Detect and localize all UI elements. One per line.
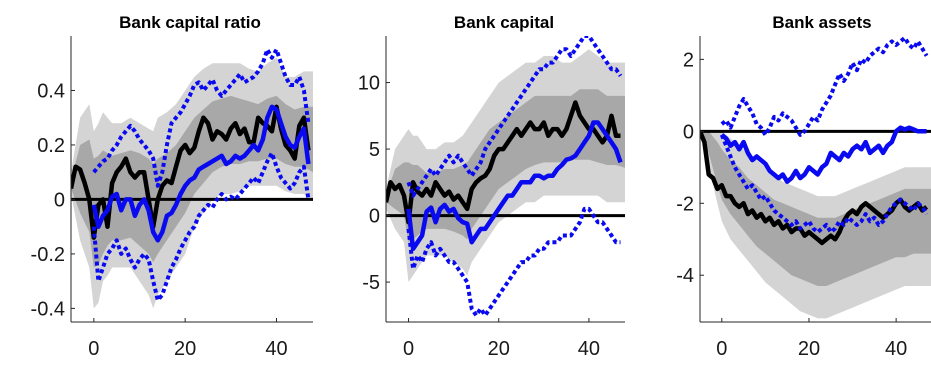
y-tick-label: 2: [683, 49, 694, 71]
y-tick-label: -0.2: [31, 244, 65, 266]
plot-area: [700, 36, 931, 319]
x-tick-label: 40: [265, 338, 287, 360]
series-line-blue-solid-1: [91, 104, 311, 243]
y-tick-label: 5: [369, 139, 380, 161]
x-tick-label: 0: [403, 338, 414, 360]
panel-bank-capital: Bank capital 10 5 0 -5 0 20 40: [358, 13, 625, 360]
panel-bank-capital-ratio: Bank capital ratio 0.4 0.2 0 -0.2 -0.4 0 20 40: [31, 13, 313, 360]
y-tick-label: -4: [676, 265, 694, 287]
series-line-blue-dotted-2: [720, 36, 929, 137]
series-line-blue-solid-1: [406, 120, 623, 252]
x-tick-label: 0: [716, 338, 727, 360]
y-tick-label: -5: [362, 272, 380, 294]
series-line-blue-dotted-3: [719, 134, 929, 235]
y-tick-label: -0.4: [31, 298, 65, 320]
series-line-blue-solid-1: [720, 125, 927, 184]
series-line-blue-dotted-3: [91, 151, 311, 303]
y-tick-label: 10: [358, 73, 380, 95]
x-tick-label: 20: [174, 338, 196, 360]
chart-title: Bank assets: [772, 13, 871, 32]
x-tick-label: 40: [885, 338, 907, 360]
x-tick-label: 40: [578, 338, 600, 360]
panel-bank-assets: Bank assets 20-2-40 20 40: [676, 13, 931, 360]
inner-confidence-band: [700, 131, 931, 286]
series-line-black-solid-0: [386, 100, 621, 225]
x-tick-label: 0: [88, 338, 99, 360]
y-tick-label: 0.2: [37, 135, 65, 157]
y-tick-label: 0.4: [37, 80, 65, 102]
x-tick-label: 20: [798, 338, 820, 360]
series-line-blue-dotted-2: [92, 47, 311, 188]
y-tick-label: 0: [54, 189, 65, 211]
series-line-black-solid-0: [700, 130, 929, 246]
plot-area: [71, 47, 313, 309]
x-tick-label: 20: [488, 338, 510, 360]
y-tick-label: 0: [683, 121, 694, 143]
chart-title: Bank capital: [454, 13, 554, 32]
plot-area: [386, 36, 625, 318]
y-tick-label: 0: [369, 206, 380, 228]
y-tick-label: -2: [676, 193, 694, 215]
chart-title: Bank capital ratio: [119, 13, 261, 32]
series-line-blue-dotted-3: [406, 206, 621, 318]
